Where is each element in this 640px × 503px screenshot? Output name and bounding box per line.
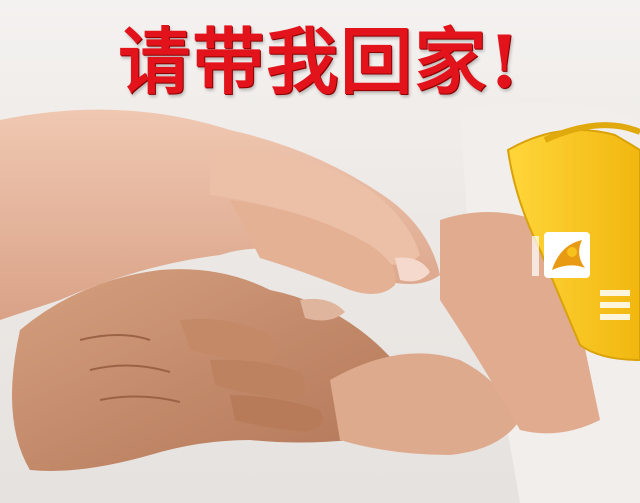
wristband — [506, 122, 640, 362]
young-hand — [0, 109, 440, 320]
headline-text: 请带我回家! — [118, 19, 522, 104]
old-hand — [12, 269, 420, 471]
supporting-hand — [330, 353, 520, 455]
